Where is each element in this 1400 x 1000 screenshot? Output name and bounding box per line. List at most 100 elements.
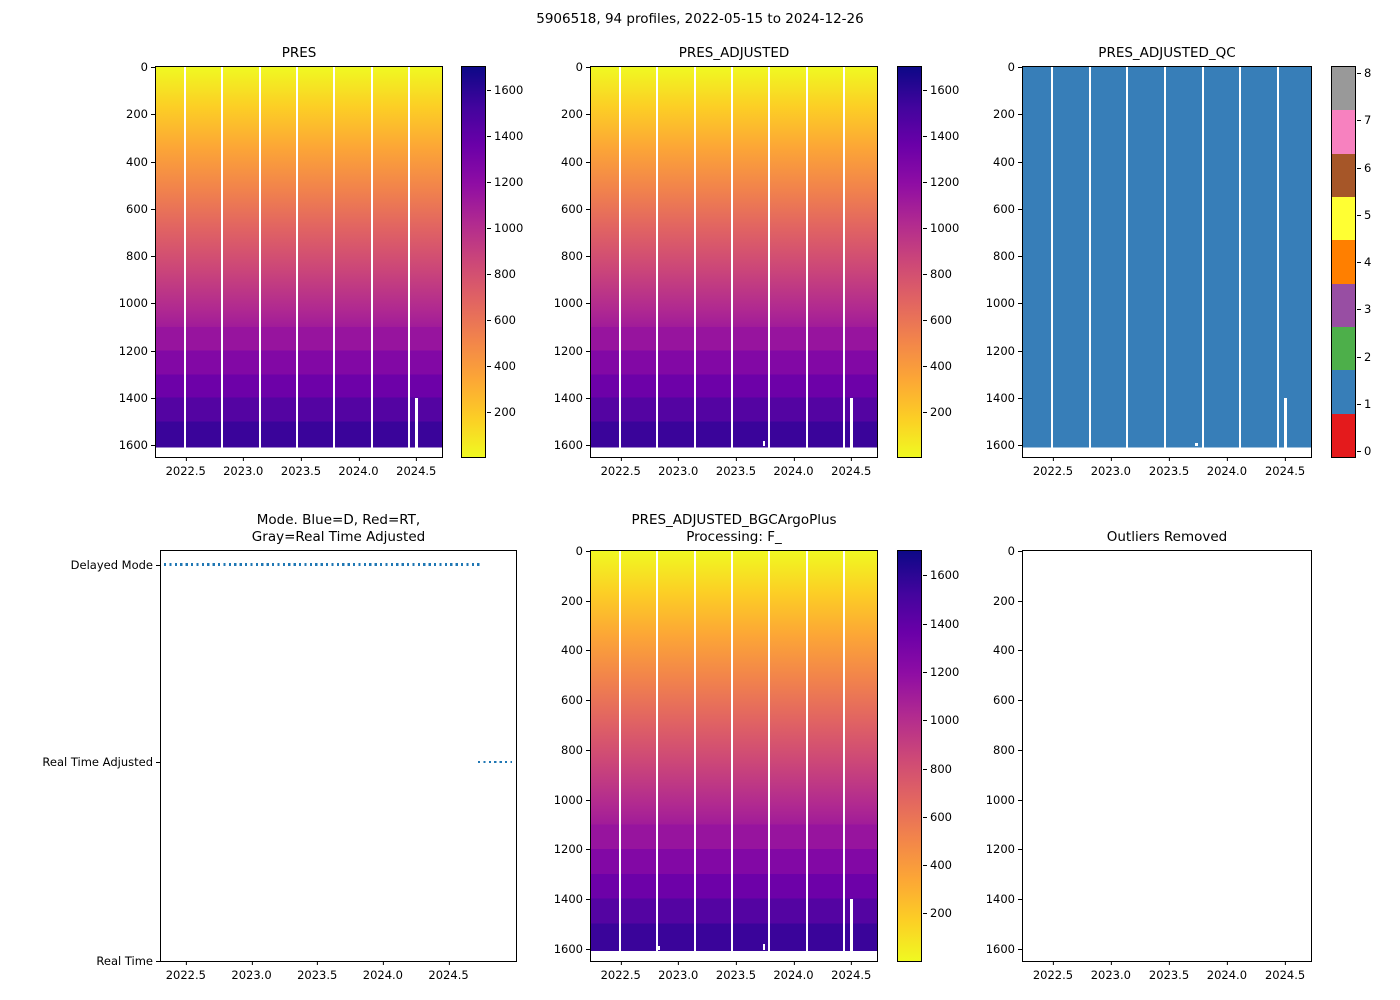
pres-adjusted-qc-title: PRES_ADJUSTED_QC [1098, 45, 1236, 62]
missing-bottom-sample [1195, 442, 1198, 447]
qc-colorbar-segment [1332, 196, 1355, 241]
tick-label: 200 [923, 906, 952, 921]
tick-label: 2023.0 [1090, 961, 1131, 982]
qc-colorbar-ticks: 8 7 6 5 4 3 2 1 0 [1355, 66, 1397, 458]
bgc-y-axis-ticks: 0 200 400 600 800 1000 1200 1400 1600 [545, 544, 591, 961]
tick-label: 400 [923, 858, 952, 873]
tick-label: 1600 [486, 83, 524, 97]
pres-adjusted-heatmap [591, 67, 877, 457]
tick-label: 2022.5 [1032, 457, 1074, 478]
qc-colorbar-segment [1332, 283, 1355, 327]
profile-gap [693, 67, 696, 448]
tick-label: 0 [140, 60, 156, 74]
tick-label: 1400 [553, 891, 591, 906]
tick-label: 2023.0 [231, 961, 272, 982]
pres-adjusted-colorbar-ticks: 1600 1400 1200 1000 800 600 400 200 [921, 67, 963, 457]
qc-colorbar-segment [1332, 326, 1355, 371]
bgc-title-line2: Processing: F_ [686, 529, 782, 546]
mode-plot-area [161, 551, 516, 961]
tick-label: 1000 [922, 713, 960, 728]
tick-label: 2 [1356, 349, 1372, 364]
missing-deep-segment [415, 397, 419, 448]
pres-y-axis-ticks: 0 200 400 600 800 1000 1200 1400 1600 [110, 60, 156, 457]
pres-heatmap [156, 67, 442, 457]
tick-label: 800 [487, 267, 516, 282]
tick-label: 7 [1356, 113, 1372, 128]
profile-gap [333, 67, 336, 448]
qc-colorbar-segment [1332, 153, 1355, 197]
outliers-x-axis-ticks: 2022.5 2023.0 2023.5 2024.0 2024.5 [1023, 961, 1311, 985]
profile-gap [730, 67, 733, 448]
tick-label: 2023.0 [223, 457, 264, 478]
profile-gap [184, 67, 187, 448]
tick-label: 2023.5 [280, 457, 322, 478]
tick-label: 2022.5 [165, 457, 206, 478]
tick-label: 600 [561, 201, 590, 216]
tick-label: 6 [1356, 160, 1372, 175]
tick-label: 2024.5 [831, 961, 872, 982]
outliers-title: Outliers Removed [1106, 529, 1228, 546]
tick-label: 1200 [553, 343, 591, 358]
tick-label: 1600 [922, 568, 960, 583]
tick-label: 2024.0 [1206, 961, 1248, 982]
tick-label: 0 [1007, 60, 1023, 74]
mode-line-delayed [163, 563, 483, 566]
missing-bottom-sample [657, 946, 660, 950]
tick-label: 2024.5 [428, 961, 469, 982]
profile-gap [842, 67, 845, 448]
tick-label: 1400 [985, 891, 1023, 906]
mode-line-rt-adjusted [477, 760, 513, 764]
tick-label: 0 [1007, 544, 1023, 558]
tick-label: 2024.0 [338, 457, 379, 478]
tick-label: 2024.5 [831, 457, 872, 478]
outliers-y-axis-ticks: 0 200 400 600 800 1000 1200 1400 1600 [977, 544, 1023, 961]
profile-gap [370, 67, 373, 448]
tick-label: 400 [993, 643, 1022, 658]
tick-label: Real Time Adjusted [42, 755, 160, 770]
tick-label: 4 [1356, 255, 1372, 269]
tick-label: 2023.5 [715, 961, 757, 982]
tick-label: 800 [126, 249, 155, 264]
bgc-title: PRES_ADJUSTED_BGCArgoPlus Processing: F_ [631, 512, 836, 546]
tick-label: 2022.5 [600, 457, 641, 478]
tick-label: 1400 [553, 390, 591, 405]
tick-label: 1200 [985, 842, 1023, 857]
qc-colorbar-segment [1332, 413, 1355, 457]
tick-label: 2023.5 [1148, 961, 1190, 982]
tick-label: 800 [923, 267, 952, 282]
tick-label: 1600 [922, 83, 960, 97]
tick-label: 2024.5 [1264, 961, 1306, 982]
tick-label: 2024.5 [396, 457, 437, 478]
subplot-pres-adjusted-qc: PRES_ADJUSTED_QC 0 200 400 600 800 1000 1200 14… [986, 45, 1312, 478]
tick-label: 5 [1356, 207, 1372, 222]
profile-gap [768, 551, 771, 952]
tick-label: 2023.0 [1090, 457, 1131, 478]
pres-adjusted-qc-heatmap [1023, 67, 1311, 457]
tick-label: 200 [993, 593, 1022, 608]
tick-label: 1600 [118, 438, 156, 453]
tick-label: 1200 [553, 842, 591, 857]
tick-label: 600 [487, 313, 516, 328]
profile-gap [619, 551, 622, 952]
mode-title-line2: Gray=Real Time Adjusted [251, 529, 426, 546]
missing-bottom-sample [762, 943, 766, 950]
mode-x-axis-ticks: 2022.5 2023.0 2023.5 2024.0 2024.5 [161, 961, 516, 985]
tick-label: 1000 [553, 792, 591, 807]
bgc-title-line1: PRES_ADJUSTED_BGCArgoPlus [631, 512, 837, 529]
tick-label: 2024.5 [1264, 457, 1306, 478]
profile-gap [1088, 67, 1091, 448]
profile-gap [842, 551, 845, 952]
tick-label: 400 [561, 643, 590, 658]
qc-colorbar: 8 7 6 5 4 3 2 1 0 [1331, 66, 1371, 458]
pres-colorbar: 1600 1400 1200 1000 800 600 400 200 [461, 66, 523, 458]
bgc-colorbar-ticks: 1600 1400 1200 1000 800 600 400 200 [921, 551, 963, 961]
subplot-pres: PRES 0 200 400 600 800 1000 1200 1400 1600 2022.… [119, 45, 443, 478]
tick-label: 1400 [486, 129, 524, 144]
tick-label: 1400 [922, 616, 960, 631]
tick-label: 3 [1356, 302, 1372, 317]
tick-label: 1400 [118, 390, 156, 405]
tick-label: 1200 [118, 343, 156, 358]
profile-gap [1051, 67, 1054, 448]
tick-label: 2024.0 [773, 457, 814, 478]
